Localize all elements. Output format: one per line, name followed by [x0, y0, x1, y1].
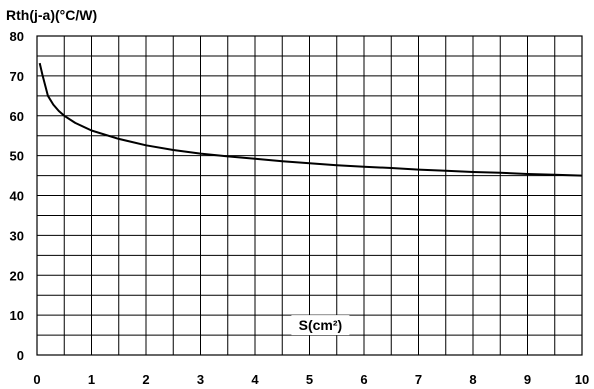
x-tick-label: 2 [142, 372, 149, 387]
x-tick-label: 6 [360, 372, 367, 387]
y-tick-label: 20 [10, 268, 24, 283]
x-tick-label: 5 [306, 372, 313, 387]
plot-frame [36, 35, 583, 356]
x-tick-label: 9 [524, 372, 531, 387]
x-axis-label: S(cm²) [299, 317, 343, 333]
x-tick-label: 3 [197, 372, 204, 387]
y-tick-label: 30 [10, 228, 24, 243]
x-tick-label: 8 [469, 372, 476, 387]
x-tick-label: 1 [88, 372, 95, 387]
y-tick-label: 60 [10, 109, 24, 124]
x-tick-label: 7 [415, 372, 422, 387]
y-tick-label: 40 [10, 189, 24, 204]
x-tick-label: 10 [575, 372, 589, 387]
x-tick-label: 4 [251, 372, 259, 387]
series-line [38, 62, 583, 177]
y-tick-label: 0 [17, 348, 24, 363]
tick-labels: 0 1 2 3 4 5 6 7 8 9 10 0 10 20 30 40 50 60 70 80 [10, 29, 590, 387]
grid [36, 35, 583, 356]
x-axis-label-background [291, 315, 350, 336]
y-tick-label: 50 [10, 149, 24, 164]
chart-title: Rth(j-a)(°C/W) [6, 7, 97, 23]
series-layer [38, 62, 583, 177]
x-tick-label: 0 [33, 372, 40, 387]
y-tick-label: 80 [10, 29, 24, 44]
y-tick-label: 70 [10, 69, 24, 84]
y-tick-label: 10 [10, 308, 24, 323]
